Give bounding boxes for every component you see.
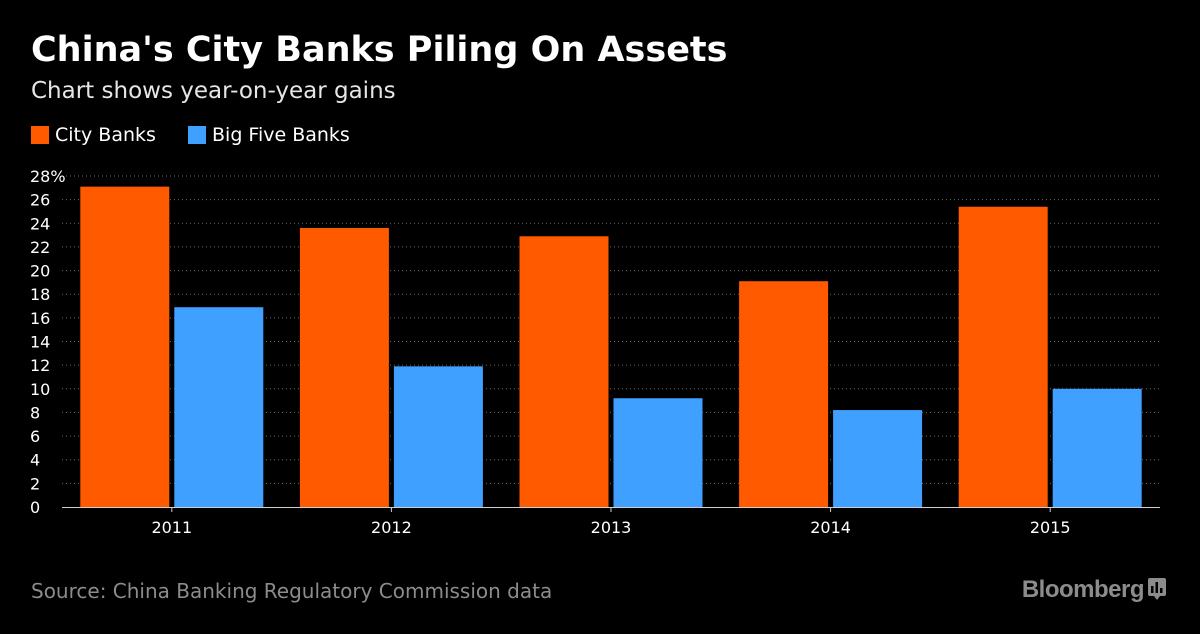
x-axis-labels: 2011 2012 2013 2014 2015	[151, 518, 1070, 537]
legend-swatch-city-banks	[31, 126, 49, 144]
y-tick-label: 28%	[30, 167, 66, 186]
y-tick-label: 18	[30, 285, 50, 304]
bar-big-five-banks	[1052, 388, 1142, 507]
x-tick-label: 2012	[371, 518, 412, 537]
bars	[80, 186, 1142, 507]
bar-big-five-banks	[833, 410, 923, 507]
bar-city-banks	[739, 281, 829, 507]
y-tick-label: 26	[30, 191, 50, 210]
x-tick-label: 2011	[151, 518, 192, 537]
y-tick-label: 10	[30, 380, 50, 399]
legend-item-big-five-banks: Big Five Banks	[188, 124, 350, 146]
bar-big-five-banks	[613, 398, 703, 507]
y-tick-label: 2	[30, 474, 40, 493]
bloomberg-chart-icon	[1148, 578, 1166, 600]
y-tick-label: 6	[30, 427, 40, 446]
y-tick-label: 24	[30, 214, 50, 233]
y-tick-label: 20	[30, 262, 50, 281]
bar-city-banks	[958, 206, 1048, 507]
chart-title: China's City Banks Piling On Assets	[31, 30, 728, 70]
chart-subtitle: Chart shows year-on-year gains	[31, 78, 396, 104]
legend-item-city-banks: City Banks	[31, 124, 156, 146]
x-tick-label: 2015	[1030, 518, 1071, 537]
y-tick-label: 14	[30, 333, 50, 352]
legend-label-city-banks: City Banks	[55, 124, 156, 146]
x-tick-label: 2013	[591, 518, 632, 537]
legend-swatch-big-five-banks	[188, 126, 206, 144]
source-note: Source: China Banking Regulatory Commiss…	[31, 579, 553, 603]
y-tick-label: 12	[30, 356, 50, 375]
x-tick-label: 2014	[810, 518, 851, 537]
y-tick-label: 4	[30, 451, 40, 470]
legend-label-big-five-banks: Big Five Banks	[212, 124, 350, 146]
y-tick-label: 0	[30, 498, 40, 517]
y-tick-label: 22	[30, 238, 50, 257]
y-tick-label: 8	[30, 403, 40, 422]
bar-city-banks	[519, 236, 609, 507]
gridlines	[62, 175, 1160, 512]
bar-big-five-banks	[174, 307, 264, 507]
bloomberg-logo: Bloomberg	[1021, 576, 1145, 603]
bar-city-banks	[299, 228, 389, 507]
bar-big-five-banks	[393, 366, 483, 507]
y-tick-label: 16	[30, 309, 50, 328]
bar-city-banks	[80, 186, 170, 507]
